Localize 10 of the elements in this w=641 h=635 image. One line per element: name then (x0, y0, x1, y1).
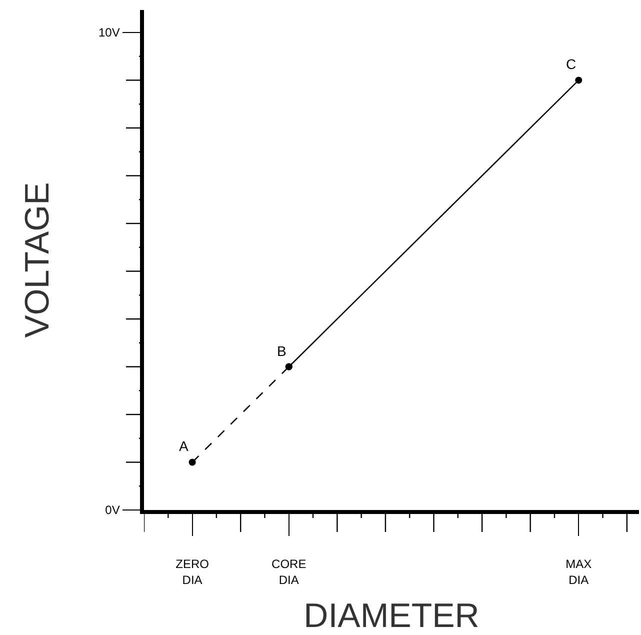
y-axis-title: VOLTAGE (18, 182, 57, 338)
y-tick-label: 10V (98, 26, 120, 40)
y-tick-label: 0V (105, 503, 120, 518)
x-tick-label: MAX DIA (566, 557, 592, 587)
annotation: B (277, 343, 286, 359)
annotation: C (566, 56, 576, 72)
x-tick-label: ZERO DIA (176, 557, 209, 587)
x-axis-title: DIAMETER (304, 597, 480, 635)
x-tick-label: CORE DIA (272, 557, 306, 587)
annotation: A (179, 438, 189, 454)
